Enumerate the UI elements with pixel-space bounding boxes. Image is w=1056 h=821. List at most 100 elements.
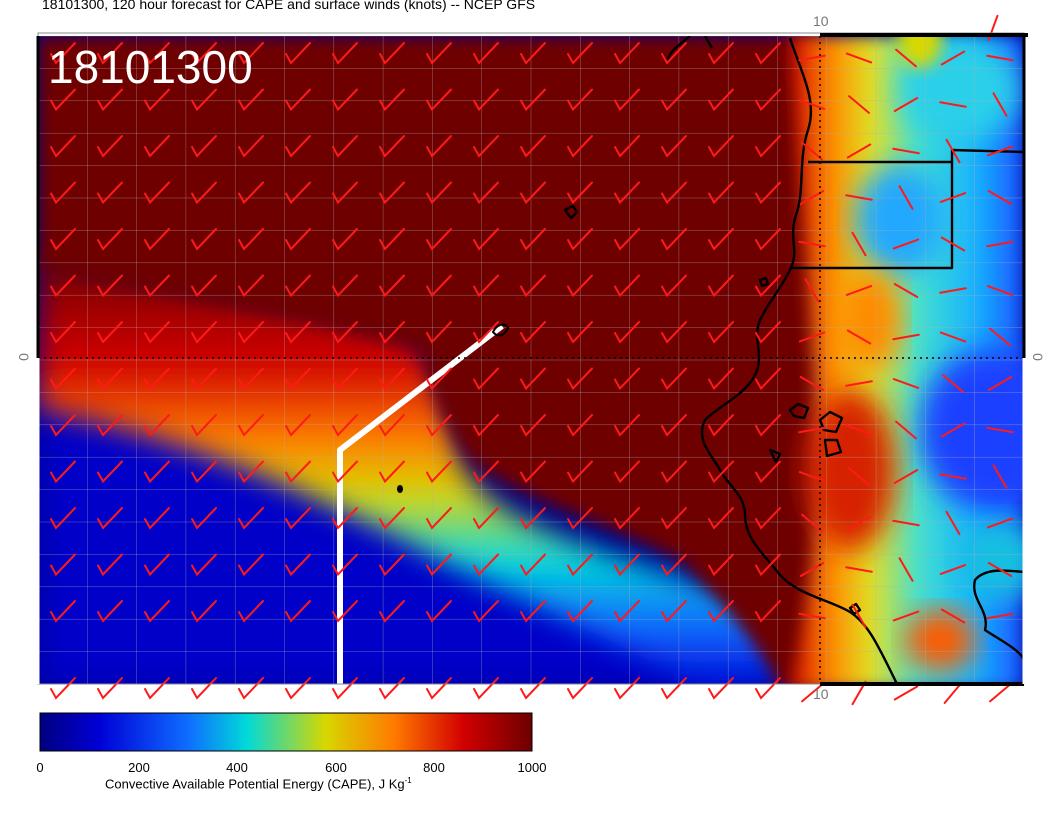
wind-barb [992, 464, 1008, 489]
grid-label-left: 0 [15, 353, 32, 361]
wind-barb [798, 54, 826, 62]
wind-barb [614, 321, 640, 344]
wind-barb [986, 285, 1014, 296]
wind-barb [661, 321, 687, 344]
wind-barb [986, 54, 1014, 62]
wind-barb [50, 321, 76, 344]
wind-barb [567, 135, 593, 158]
wind-barb [893, 469, 919, 484]
wind-barb [426, 274, 452, 298]
wind-barb [708, 507, 734, 530]
wind-barb [708, 88, 734, 112]
wind-barb [708, 367, 734, 391]
wind-barb [801, 513, 823, 533]
wind-barb [191, 88, 217, 112]
wind-barb [939, 331, 967, 343]
wind-barb [520, 228, 546, 251]
wind-barb [50, 600, 76, 623]
wind-barb [614, 600, 640, 623]
wind-barb [332, 228, 358, 251]
wind-barb [661, 460, 687, 484]
wind-barb [987, 562, 1013, 577]
wind-barb [987, 190, 1013, 205]
wind-barb [614, 274, 640, 298]
wind-barb [798, 471, 826, 482]
wind-barb [845, 566, 873, 573]
wind-barb [708, 414, 734, 437]
wind-barb [520, 600, 546, 623]
wind-barb [379, 414, 405, 437]
wind-barb [798, 612, 826, 620]
wind-barb [50, 460, 76, 484]
wind-barb [238, 414, 264, 437]
colorbar-tick: 600 [325, 760, 347, 775]
wind-barb [285, 553, 311, 577]
wind-barb [567, 507, 593, 530]
wind-barb [940, 422, 966, 438]
wind-barb [567, 88, 593, 112]
wind-barb [191, 600, 217, 623]
wind-barb [97, 135, 123, 158]
wind-barb [989, 327, 1011, 347]
wind-barb [755, 460, 781, 484]
wind-barb [191, 228, 217, 251]
wind-barb [614, 553, 640, 577]
wind-barb [939, 287, 967, 294]
wind-barb [755, 88, 781, 112]
wind-barb [144, 228, 170, 251]
wind-barb [238, 135, 264, 158]
wind-barb [144, 181, 170, 205]
wind-barb [285, 600, 311, 623]
wind-barb [939, 101, 967, 108]
wind-barb [614, 367, 640, 391]
wind-barb [845, 380, 873, 387]
wind-barb [144, 88, 170, 112]
wind-barb [332, 600, 358, 623]
wind-barb [567, 367, 593, 391]
wind-barb [285, 228, 311, 251]
wind-barbs-outer-row [50, 677, 1011, 706]
wind-barb [285, 367, 311, 391]
wind-barb [895, 48, 917, 68]
wind-barb [892, 378, 920, 389]
wind-barb [379, 181, 405, 205]
wind-barb [285, 460, 311, 484]
grid-label-right: 0 [1029, 353, 1046, 361]
wind-barb [708, 677, 734, 700]
wind-barb [238, 677, 264, 700]
wind-barb [144, 507, 170, 530]
wind-barb [238, 181, 264, 205]
wind-barb [940, 50, 966, 66]
wind-barb [285, 42, 311, 65]
wind-barb [755, 42, 781, 65]
wind-barb [379, 88, 405, 112]
wind-barb [755, 553, 781, 577]
wind-barb [238, 553, 264, 577]
wind-barb [379, 507, 405, 530]
wind-barb [191, 367, 217, 391]
wind-barb [520, 181, 546, 205]
wind-barb [801, 141, 823, 161]
wind-barb [846, 329, 872, 345]
wind-barb [50, 414, 76, 437]
wind-barb [97, 677, 123, 700]
wind-barb [473, 88, 499, 112]
colorbar-label: Convective Available Potential Energy (C… [105, 776, 412, 792]
wind-barb [97, 367, 123, 391]
wind-barb [238, 88, 264, 112]
wind-barb [332, 42, 358, 65]
wind-barb [191, 460, 217, 484]
wind-barb [50, 367, 76, 391]
wind-barb [708, 460, 734, 484]
wind-barb [614, 507, 640, 530]
wind-barb [614, 677, 640, 700]
wind-barb [379, 677, 405, 700]
wind-barb [898, 557, 914, 582]
wind-barb [798, 331, 826, 343]
coastline [563, 36, 1024, 684]
date-stamp: 18101300 [48, 41, 253, 93]
wind-barb [332, 460, 358, 484]
wind-barb [473, 367, 499, 391]
wind-barb [943, 682, 963, 704]
wind-barb [473, 228, 499, 251]
